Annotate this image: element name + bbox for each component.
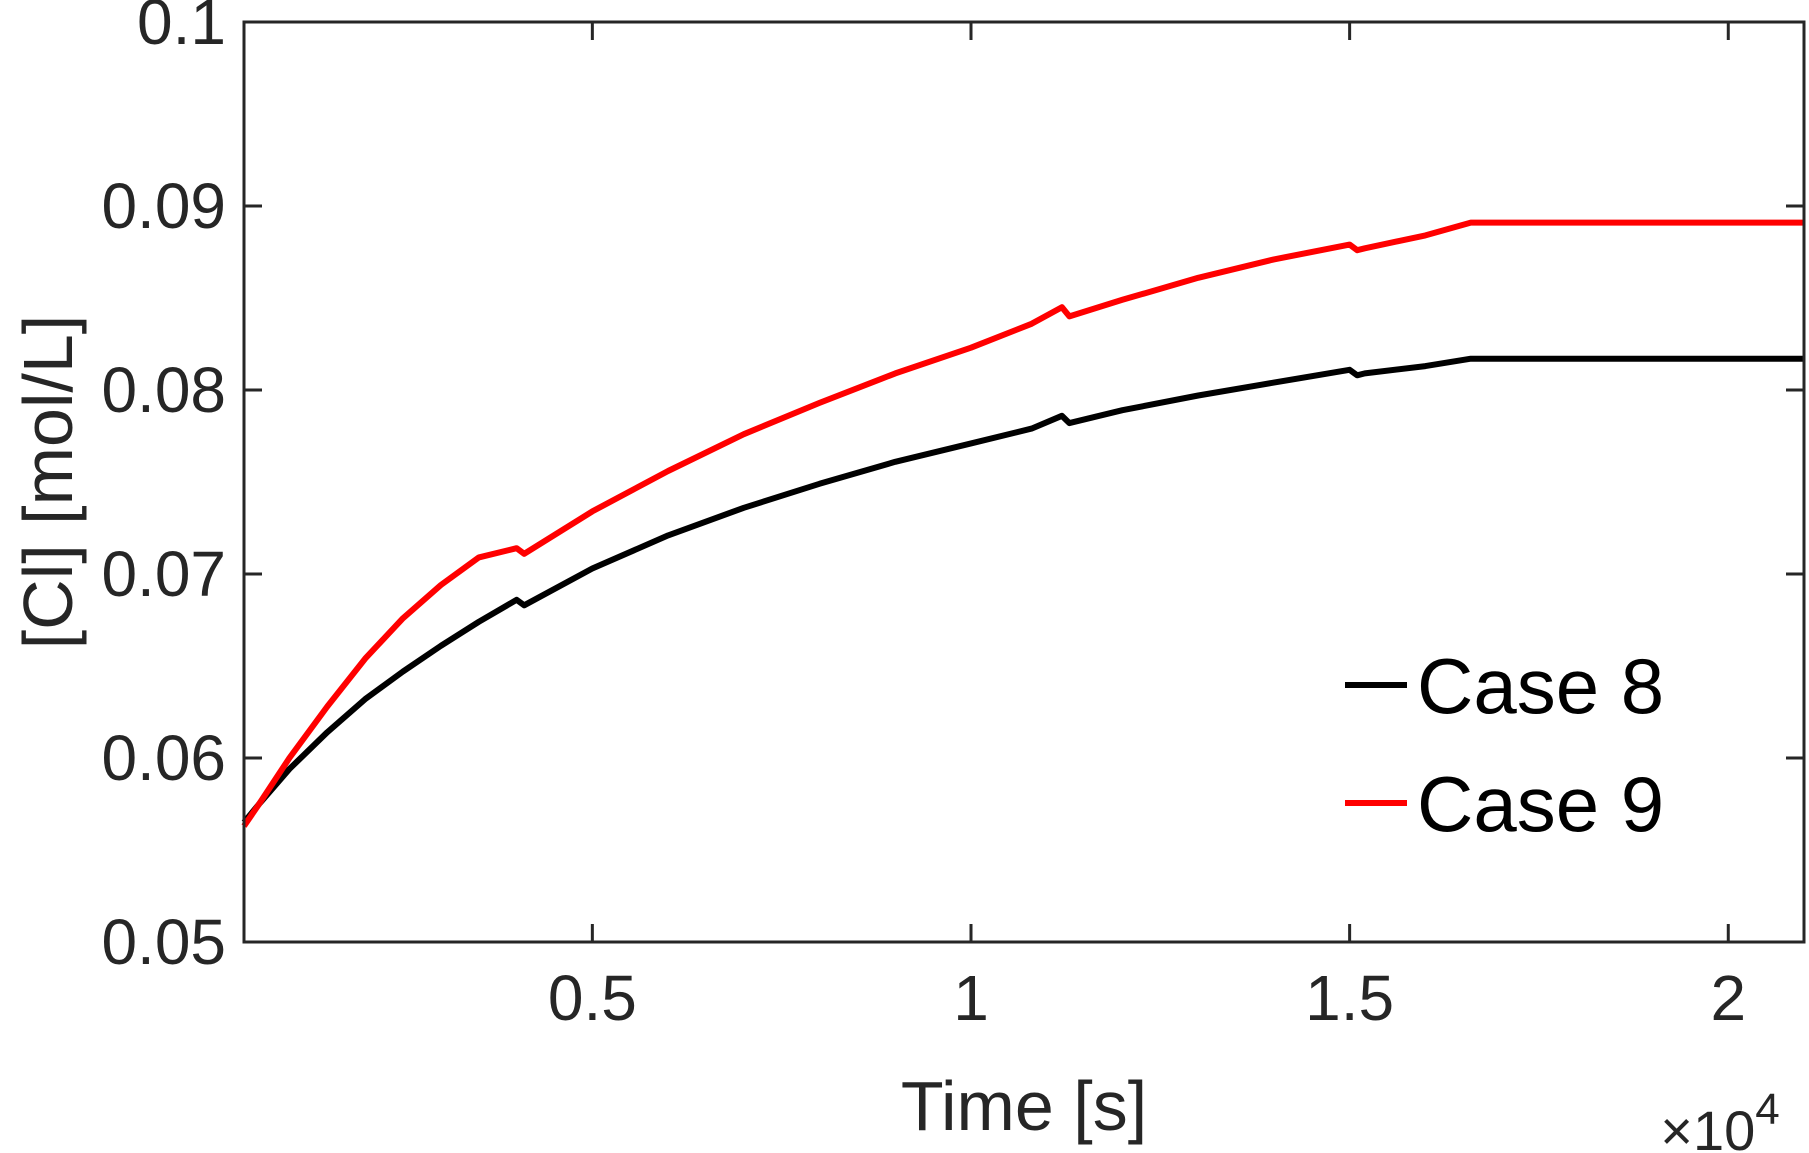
legend: Case 8 Case 9 [1345,642,1664,848]
legend-item-1: Case 8 [1345,642,1664,730]
legend-item-2: Case 9 [1345,760,1664,848]
x-exponent-label: ×104 [1660,1085,1779,1153]
svg-text:×104: ×104 [1660,1085,1779,1153]
y-axis-label: [Cl] [mol/L] [9,315,87,650]
x-axis-label: Time [s] [901,1067,1147,1145]
y-tick-label: 0.08 [101,354,226,426]
series-line-2 [241,219,1804,828]
x-tick-label: 1.5 [1305,962,1394,1034]
x-exponent-base: ×10 [1660,1099,1755,1153]
x-tick-label: 1 [953,962,989,1034]
series-line-1 [241,355,1804,825]
y-tick-label: 0.1 [137,0,226,58]
ticks-layer [244,20,1804,944]
x-tick-label: 2 [1710,962,1746,1034]
y-tick-label: 0.06 [101,722,226,794]
tick-labels-layer: 0.5 1 1.5 2 0.05 0.06 0.07 0.08 0.09 0.1 [101,0,1746,1034]
series-layer [241,219,1804,828]
x-exponent-power: 4 [1755,1085,1779,1134]
plot-area [241,20,1806,944]
x-tick-label: 0.5 [548,962,637,1034]
legend-label: Case 9 [1417,760,1664,848]
y-tick-label: 0.05 [101,906,226,978]
y-tick-label: 0.07 [101,538,226,610]
y-tick-label: 0.09 [101,170,226,242]
axes-box [242,20,1806,944]
legend-label: Case 8 [1417,642,1664,730]
